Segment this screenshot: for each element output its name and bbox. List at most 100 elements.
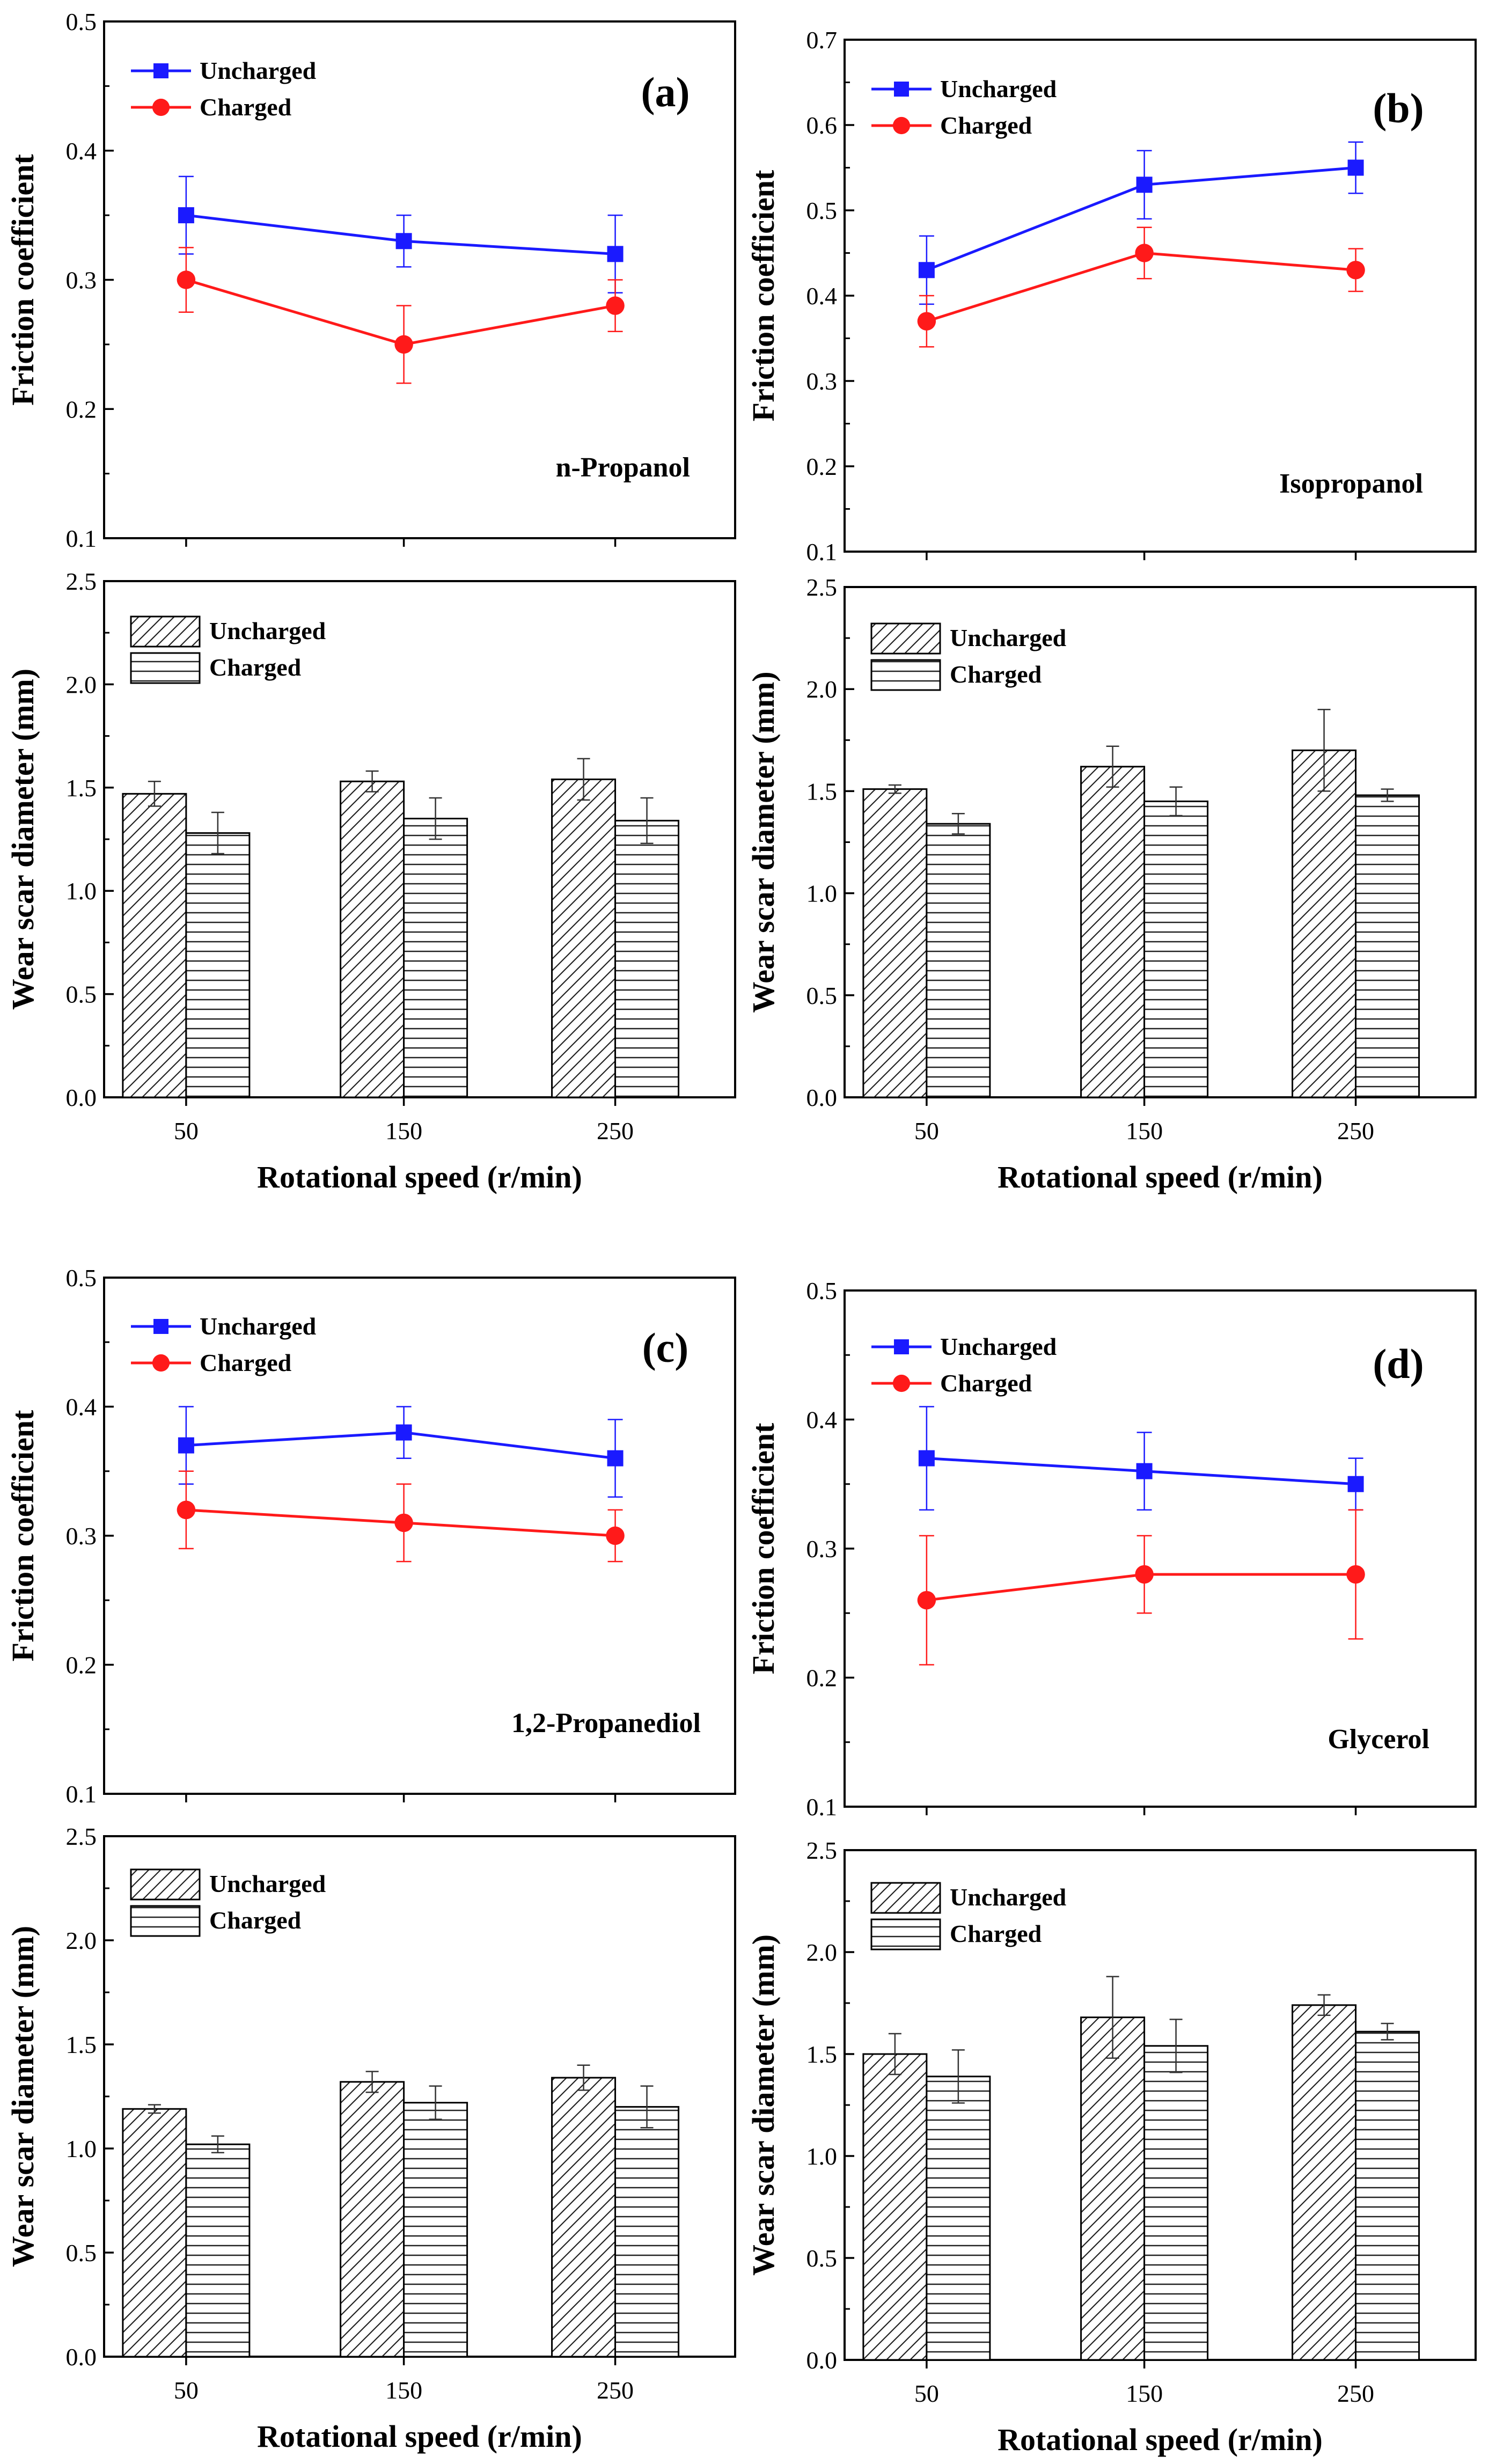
- friction-point-uncharged: [607, 1450, 624, 1466]
- wear-bar-charged: [614, 2106, 680, 2358]
- legend-label: Uncharged: [200, 57, 317, 84]
- legend-marker-uncharged: [894, 82, 909, 97]
- wear-bar-uncharged: [1292, 749, 1357, 1098]
- solvent-label: Glycerol: [1328, 1724, 1429, 1755]
- legend-swatch-uncharged: [130, 615, 201, 648]
- wear-ytick-label: 2.0: [66, 1927, 97, 1954]
- legend-swatch-uncharged: [130, 1868, 201, 1901]
- wear-bar-uncharged: [1080, 2016, 1146, 2361]
- friction-ytick-label: 0.2: [806, 1664, 838, 1692]
- wear-bar-charged: [1143, 2045, 1209, 2361]
- panel-tag: (b): [1373, 85, 1424, 131]
- friction-ytick-label: 0.2: [66, 395, 97, 423]
- wear-bar-uncharged: [551, 2077, 617, 2358]
- wear-ytick-label: 0.0: [66, 1084, 97, 1111]
- friction-point-charged: [606, 296, 625, 315]
- solvent-label: n-Propanol: [556, 452, 690, 483]
- friction-ytick-label: 0.6: [806, 112, 838, 139]
- friction-point-uncharged: [918, 1450, 935, 1466]
- xtick-label: 150: [1126, 2380, 1163, 2407]
- wear-bar-uncharged: [862, 2053, 928, 2361]
- legend-marker-charged: [152, 98, 170, 116]
- wear-ylabel: Wear scar diameter (mm): [746, 1934, 781, 2276]
- friction-point-charged: [606, 1526, 625, 1545]
- friction-ytick-label: 0.1: [66, 1780, 97, 1808]
- legend-label: Uncharged: [209, 617, 326, 644]
- legend-marker-charged: [152, 1354, 170, 1372]
- legend-label: Charged: [950, 661, 1042, 688]
- friction-ylabel: Friction coefficient: [5, 1410, 40, 1661]
- wear-bar-charged: [403, 2102, 468, 2358]
- wear-bar-uncharged: [551, 778, 617, 1098]
- friction-point-charged: [177, 270, 196, 289]
- friction-ytick-label: 0.5: [806, 197, 838, 224]
- wear-bar-charged: [926, 823, 991, 1098]
- friction-ytick-label: 0.5: [66, 8, 97, 35]
- wear-bar-uncharged: [122, 793, 187, 1098]
- friction-ytick-label: 0.4: [66, 137, 97, 165]
- friction-point-charged: [1135, 1565, 1154, 1584]
- legend-marker-charged: [892, 116, 911, 135]
- wear-bar-uncharged: [1080, 766, 1146, 1098]
- legend-label: Uncharged: [209, 1870, 326, 1897]
- friction-point-charged: [917, 1590, 936, 1610]
- wear-ytick-label: 0.5: [66, 2239, 97, 2267]
- solvent-label: 1,2-Propanediol: [511, 1708, 701, 1739]
- friction-point-uncharged: [1136, 177, 1153, 193]
- legend-label: Uncharged: [200, 1312, 317, 1340]
- friction-ylabel: Friction coefficient: [5, 154, 40, 406]
- friction-ytick-label: 0.7: [806, 26, 838, 54]
- wear-bar-charged: [1355, 2030, 1420, 2361]
- friction-point-charged: [394, 335, 413, 354]
- wear-ytick-label: 0.5: [806, 2245, 838, 2272]
- friction-point-charged: [1346, 1565, 1365, 1584]
- friction-ytick-label: 0.1: [806, 1793, 838, 1821]
- wear-ytick-label: 0.0: [806, 2346, 838, 2374]
- friction-series-line-charged: [186, 278, 616, 346]
- xtick-label: 250: [597, 1117, 634, 1145]
- wear-bar-charged: [185, 832, 251, 1098]
- wear-bar-charged: [403, 818, 468, 1098]
- friction-series-line-charged: [926, 251, 1356, 323]
- legend-marker-charged: [892, 1374, 911, 1392]
- wear-ytick-label: 1.5: [806, 2041, 838, 2068]
- legend-label: Uncharged: [940, 75, 1057, 102]
- xlabel: Rotational speed (r/min): [257, 2419, 582, 2454]
- legend-label: Charged: [209, 654, 302, 681]
- legend-marker-uncharged: [894, 1339, 909, 1354]
- wear-ylabel: Wear scar diameter (mm): [5, 669, 40, 1010]
- xtick-label: 250: [597, 2377, 634, 2404]
- friction-point-charged: [394, 1513, 413, 1532]
- wear-bar-uncharged: [862, 788, 928, 1098]
- wear-bar-uncharged: [340, 780, 405, 1098]
- friction-point-uncharged: [178, 1437, 194, 1454]
- friction-ytick-label: 0.3: [66, 1522, 97, 1550]
- xtick-label: 150: [385, 1117, 422, 1145]
- wear-ytick-label: 1.0: [66, 2135, 97, 2162]
- friction-point-charged: [1346, 261, 1365, 280]
- xtick-label: 150: [385, 2377, 422, 2404]
- friction-ytick-label: 0.3: [66, 267, 97, 294]
- legend-label: Uncharged: [950, 1883, 1067, 1911]
- legend-label: Uncharged: [950, 624, 1067, 651]
- friction-ylabel: Friction coefficient: [746, 1422, 781, 1674]
- xtick-label: 50: [914, 2380, 939, 2407]
- xtick-label: 150: [1126, 1117, 1163, 1145]
- wear-bar-charged: [185, 2143, 251, 2358]
- wear-ytick-label: 2.0: [806, 676, 838, 703]
- friction-ytick-label: 0.5: [806, 1277, 838, 1304]
- wear-ytick-label: 1.0: [66, 877, 97, 905]
- wear-ytick-label: 2.5: [806, 574, 838, 601]
- friction-point-uncharged: [395, 233, 412, 250]
- friction-ytick-label: 0.2: [66, 1652, 97, 1679]
- friction-point-uncharged: [1347, 1476, 1364, 1492]
- wear-bar-charged: [1143, 800, 1209, 1098]
- friction-ytick-label: 0.4: [806, 1406, 838, 1434]
- xlabel: Rotational speed (r/min): [257, 1160, 582, 1194]
- legend-swatch-charged: [130, 652, 201, 684]
- friction-point-uncharged: [1136, 1463, 1153, 1479]
- legend-label: Charged: [940, 1369, 1032, 1397]
- wear-ytick-label: 0.5: [66, 981, 97, 1008]
- friction-ytick-label: 0.4: [66, 1394, 97, 1421]
